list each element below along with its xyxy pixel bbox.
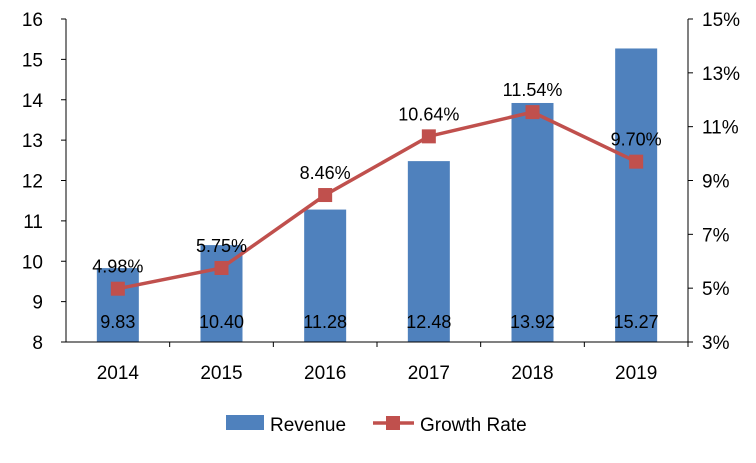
growth-rate-data-label: 4.98% (92, 257, 143, 277)
revenue-data-label: 9.83 (100, 312, 135, 332)
x-tick-label: 2019 (615, 363, 657, 384)
right-tick-label: 11% (702, 118, 739, 139)
revenue-bar (615, 48, 658, 342)
right-tick-label: 5% (702, 279, 730, 300)
growth-rate-marker (214, 260, 229, 275)
revenue-bar (304, 209, 347, 342)
growth-rate-data-label: 5.75% (196, 236, 247, 256)
revenue-bar (96, 268, 139, 342)
revenue-bar (407, 161, 450, 342)
revenue-data-label: 11.28 (303, 312, 347, 332)
growth-rate-data-label: 11.54% (503, 80, 563, 100)
legend-growth-label: Growth Rate (420, 415, 527, 436)
growth-rate-line (117, 110, 637, 291)
growth-rate-data-label: 10.64% (398, 104, 459, 124)
left-tick-label: 14 (22, 91, 44, 112)
left-tick-label: 12 (22, 172, 43, 193)
right-tick-label: 15% (702, 10, 740, 31)
left-tick-label: 10 (22, 252, 43, 273)
right-tick-label: 7% (702, 225, 730, 246)
legend-revenue-label: Revenue (270, 415, 346, 436)
growth-rate-marker (525, 105, 540, 120)
left-tick-label: 13 (22, 131, 43, 152)
legend-revenue-swatch (226, 415, 264, 430)
x-tick-label: 2017 (408, 363, 450, 384)
right-tick-label: 9% (702, 172, 730, 193)
x-tick-label: 2014 (97, 363, 140, 384)
growth-rate-marker (629, 154, 644, 169)
legend-growth-marker (386, 416, 400, 430)
revenue-data-label: 12.48 (406, 312, 451, 332)
left-tick-label: 15 (22, 50, 43, 71)
revenue-data-label: 15.27 (614, 312, 659, 332)
growth-rate-marker (421, 129, 436, 144)
right-tick-label: 13% (702, 64, 740, 85)
growth-rate-data-label: 9.70% (611, 130, 662, 150)
x-tick-label: 2018 (511, 363, 553, 384)
left-tick-label: 16 (22, 10, 43, 31)
x-tick-label: 2015 (200, 363, 242, 384)
growth-rate-marker (318, 188, 333, 203)
revenue-data-label: 10.40 (199, 312, 244, 332)
left-tick-label: 9 (32, 293, 43, 314)
growth-rate-data-label: 8.46% (300, 163, 351, 183)
left-tick-label: 11 (23, 212, 43, 233)
revenue-data-label: 13.92 (510, 312, 555, 332)
right-tick-label: 3% (702, 333, 730, 354)
growth-rate-marker (110, 281, 125, 296)
x-tick-label: 2016 (304, 363, 346, 384)
revenue-bar (511, 102, 554, 342)
left-tick-label: 8 (32, 333, 43, 354)
